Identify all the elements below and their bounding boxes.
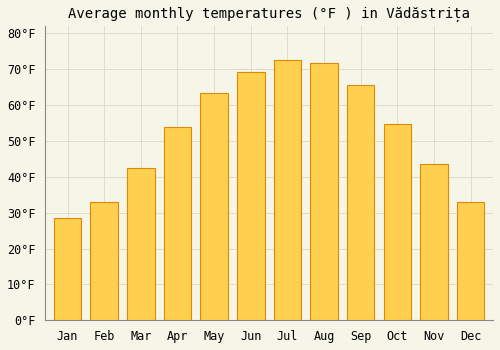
- Bar: [127, 168, 154, 320]
- Bar: [384, 124, 411, 320]
- Bar: [237, 72, 264, 320]
- Bar: [164, 127, 191, 320]
- Bar: [200, 93, 228, 320]
- Bar: [457, 202, 484, 320]
- Bar: [347, 85, 374, 320]
- Bar: [310, 63, 338, 320]
- Bar: [420, 163, 448, 320]
- Bar: [274, 60, 301, 320]
- Bar: [54, 218, 82, 320]
- Bar: [90, 202, 118, 320]
- Title: Average monthly temperatures (°F ) in Vădăstrița: Average monthly temperatures (°F ) in Vă…: [68, 7, 470, 22]
